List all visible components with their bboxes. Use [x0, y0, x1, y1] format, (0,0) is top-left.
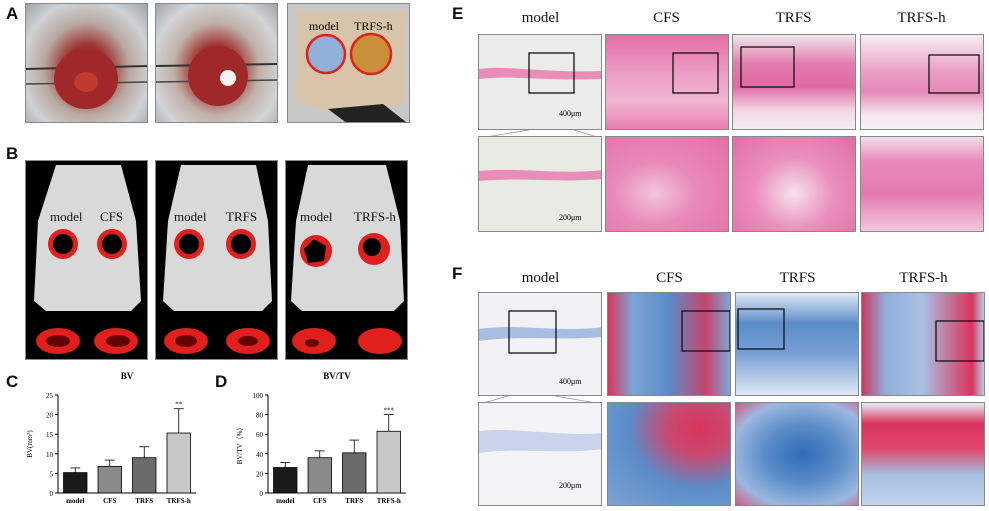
masson-scale-bottom: 200μm [559, 481, 582, 490]
panel-label-c: C [6, 372, 19, 391]
bvtv-bar-chart: BV/TV 0 20 40 60 80 100 BV/TV（%） model CFS TRFS ***… [236, 371, 406, 505]
scan-3-tag-model: model [300, 209, 333, 224]
he-trfs-low [732, 34, 856, 130]
bv-ytick-label-4: 20 [46, 412, 54, 420]
bv-xtick-label-0: model [66, 497, 84, 505]
bvtv-ylabel: BV/TV（%） [236, 424, 244, 465]
microct-scan-3: model TRFS-h [285, 160, 408, 360]
panel-label-d: D [215, 372, 228, 391]
bvtv-bar-trfs-h [376, 430, 401, 494]
calvaria-photo: model TRFS-h [287, 3, 410, 123]
he-scale-bottom: 200μm [559, 213, 582, 222]
scan-1-tag-model: model [50, 209, 83, 224]
he-header-cfs: CFS [653, 10, 680, 26]
he-header-trfs-h: TRFS-h [897, 10, 946, 26]
he-cfs-low [605, 34, 729, 130]
he-cfs-high [605, 136, 729, 232]
panel-label-a: A [6, 4, 19, 23]
bv-ylabel: BV(mm³) [26, 430, 34, 458]
bv-ytick-label-0: 0 [50, 490, 54, 498]
bv-ytick-label-5: 25 [46, 392, 54, 400]
masson-cfs-low [607, 292, 731, 396]
masson-model-low: 400μm [478, 292, 602, 396]
he-trfs-h-high [860, 136, 984, 232]
he-header-trfs: TRFS [775, 10, 812, 26]
scan-2-tag-trfs: TRFS [226, 209, 258, 224]
masson-header-cfs: CFS [656, 270, 683, 286]
bv-bar-trfs [132, 457, 157, 494]
masson-trfs-h-high [861, 402, 985, 506]
bvtv-bar-trfs [342, 452, 367, 494]
panel-label-f: F [452, 264, 463, 283]
bv-ytick-label-3: 15 [46, 431, 54, 439]
he-header-model: model [521, 10, 560, 26]
bv-bar-chart: BV 0 5 10 15 20 25 BV(mm³) model CFS TRFS ** TRFS-h [26, 371, 196, 505]
masson-header-trfs: TRFS [779, 270, 816, 286]
bv-xtick-label-1: CFS [103, 497, 116, 505]
masson-header-model: model [521, 270, 560, 286]
bvtv-xtick-label-2: TRFS [345, 497, 363, 505]
scan-1-tag-cfs: CFS [100, 209, 124, 224]
microct-scan-1-art [34, 165, 141, 354]
calvaria-tag-trfs-h: TRFS-h [354, 19, 393, 33]
masson-model-high: 200μm [478, 402, 602, 506]
microct-scan-1: model CFS [25, 160, 148, 360]
he-model-high: 200μm [478, 136, 602, 232]
bv-bar-model [63, 472, 88, 494]
bvtv-ytick-label-4: 80 [256, 412, 264, 420]
microct-scan-2: model TRFS [155, 160, 278, 360]
bvtv-title: BV/TV [323, 371, 351, 381]
bvtv-xtick-label-0: model [276, 497, 294, 505]
he-trfs-h-low [860, 34, 984, 130]
surgery-photo-2-art [156, 46, 277, 106]
bv-title: BV [121, 371, 134, 381]
panel-label-e: E [452, 4, 464, 23]
surgery-photo-1 [25, 3, 148, 123]
bv-bar-cfs [97, 465, 122, 494]
microct-scan-3-art [291, 165, 404, 354]
bvtv-bar-cfs [307, 457, 332, 494]
bv-ytick-label-1: 5 [50, 470, 54, 478]
surgery-photo-1-art [26, 49, 147, 109]
bv-ytick-label-2: 10 [46, 451, 54, 459]
masson-header-trfs-h: TRFS-h [899, 270, 948, 286]
bvtv-ytick-label-0: 0 [260, 490, 264, 498]
masson-scale-top: 400μm [559, 377, 582, 386]
bvtv-ytick-label-2: 40 [256, 451, 264, 459]
bvtv-ytick-label-1: 20 [256, 470, 264, 478]
he-trfs-high [732, 136, 856, 232]
masson-trfs-high [735, 402, 859, 506]
bv-xtick-label-3: TRFS-h [167, 497, 191, 505]
bvtv-bar-model [273, 467, 298, 494]
calvaria-photo-art [296, 12, 406, 122]
masson-trfs-low [735, 292, 859, 396]
scan-2-tag-model: model [174, 209, 207, 224]
bvtv-xtick-label-3: TRFS-h [377, 497, 401, 505]
surgery-photo-2 [155, 3, 278, 123]
calvaria-tag-model: model [309, 19, 339, 33]
bv-bar-trfs-h [166, 432, 191, 494]
scan-3-tag-trfs-h: TRFS-h [354, 209, 396, 224]
he-scale-top: 400μm [559, 109, 582, 118]
he-model-low: 400μm [478, 34, 602, 130]
microct-scan-2-art [163, 165, 272, 354]
bvtv-ytick-label-5: 100 [253, 392, 264, 400]
bvtv-significance-3: *** [384, 407, 395, 415]
panel-label-b: B [6, 144, 19, 163]
bv-xtick-label-2: TRFS [135, 497, 153, 505]
bvtv-xtick-label-1: CFS [313, 497, 326, 505]
masson-cfs-high [607, 402, 731, 506]
masson-trfs-h-low [861, 292, 985, 396]
bv-significance-3: ** [175, 401, 183, 409]
bvtv-ytick-label-3: 60 [256, 431, 264, 439]
